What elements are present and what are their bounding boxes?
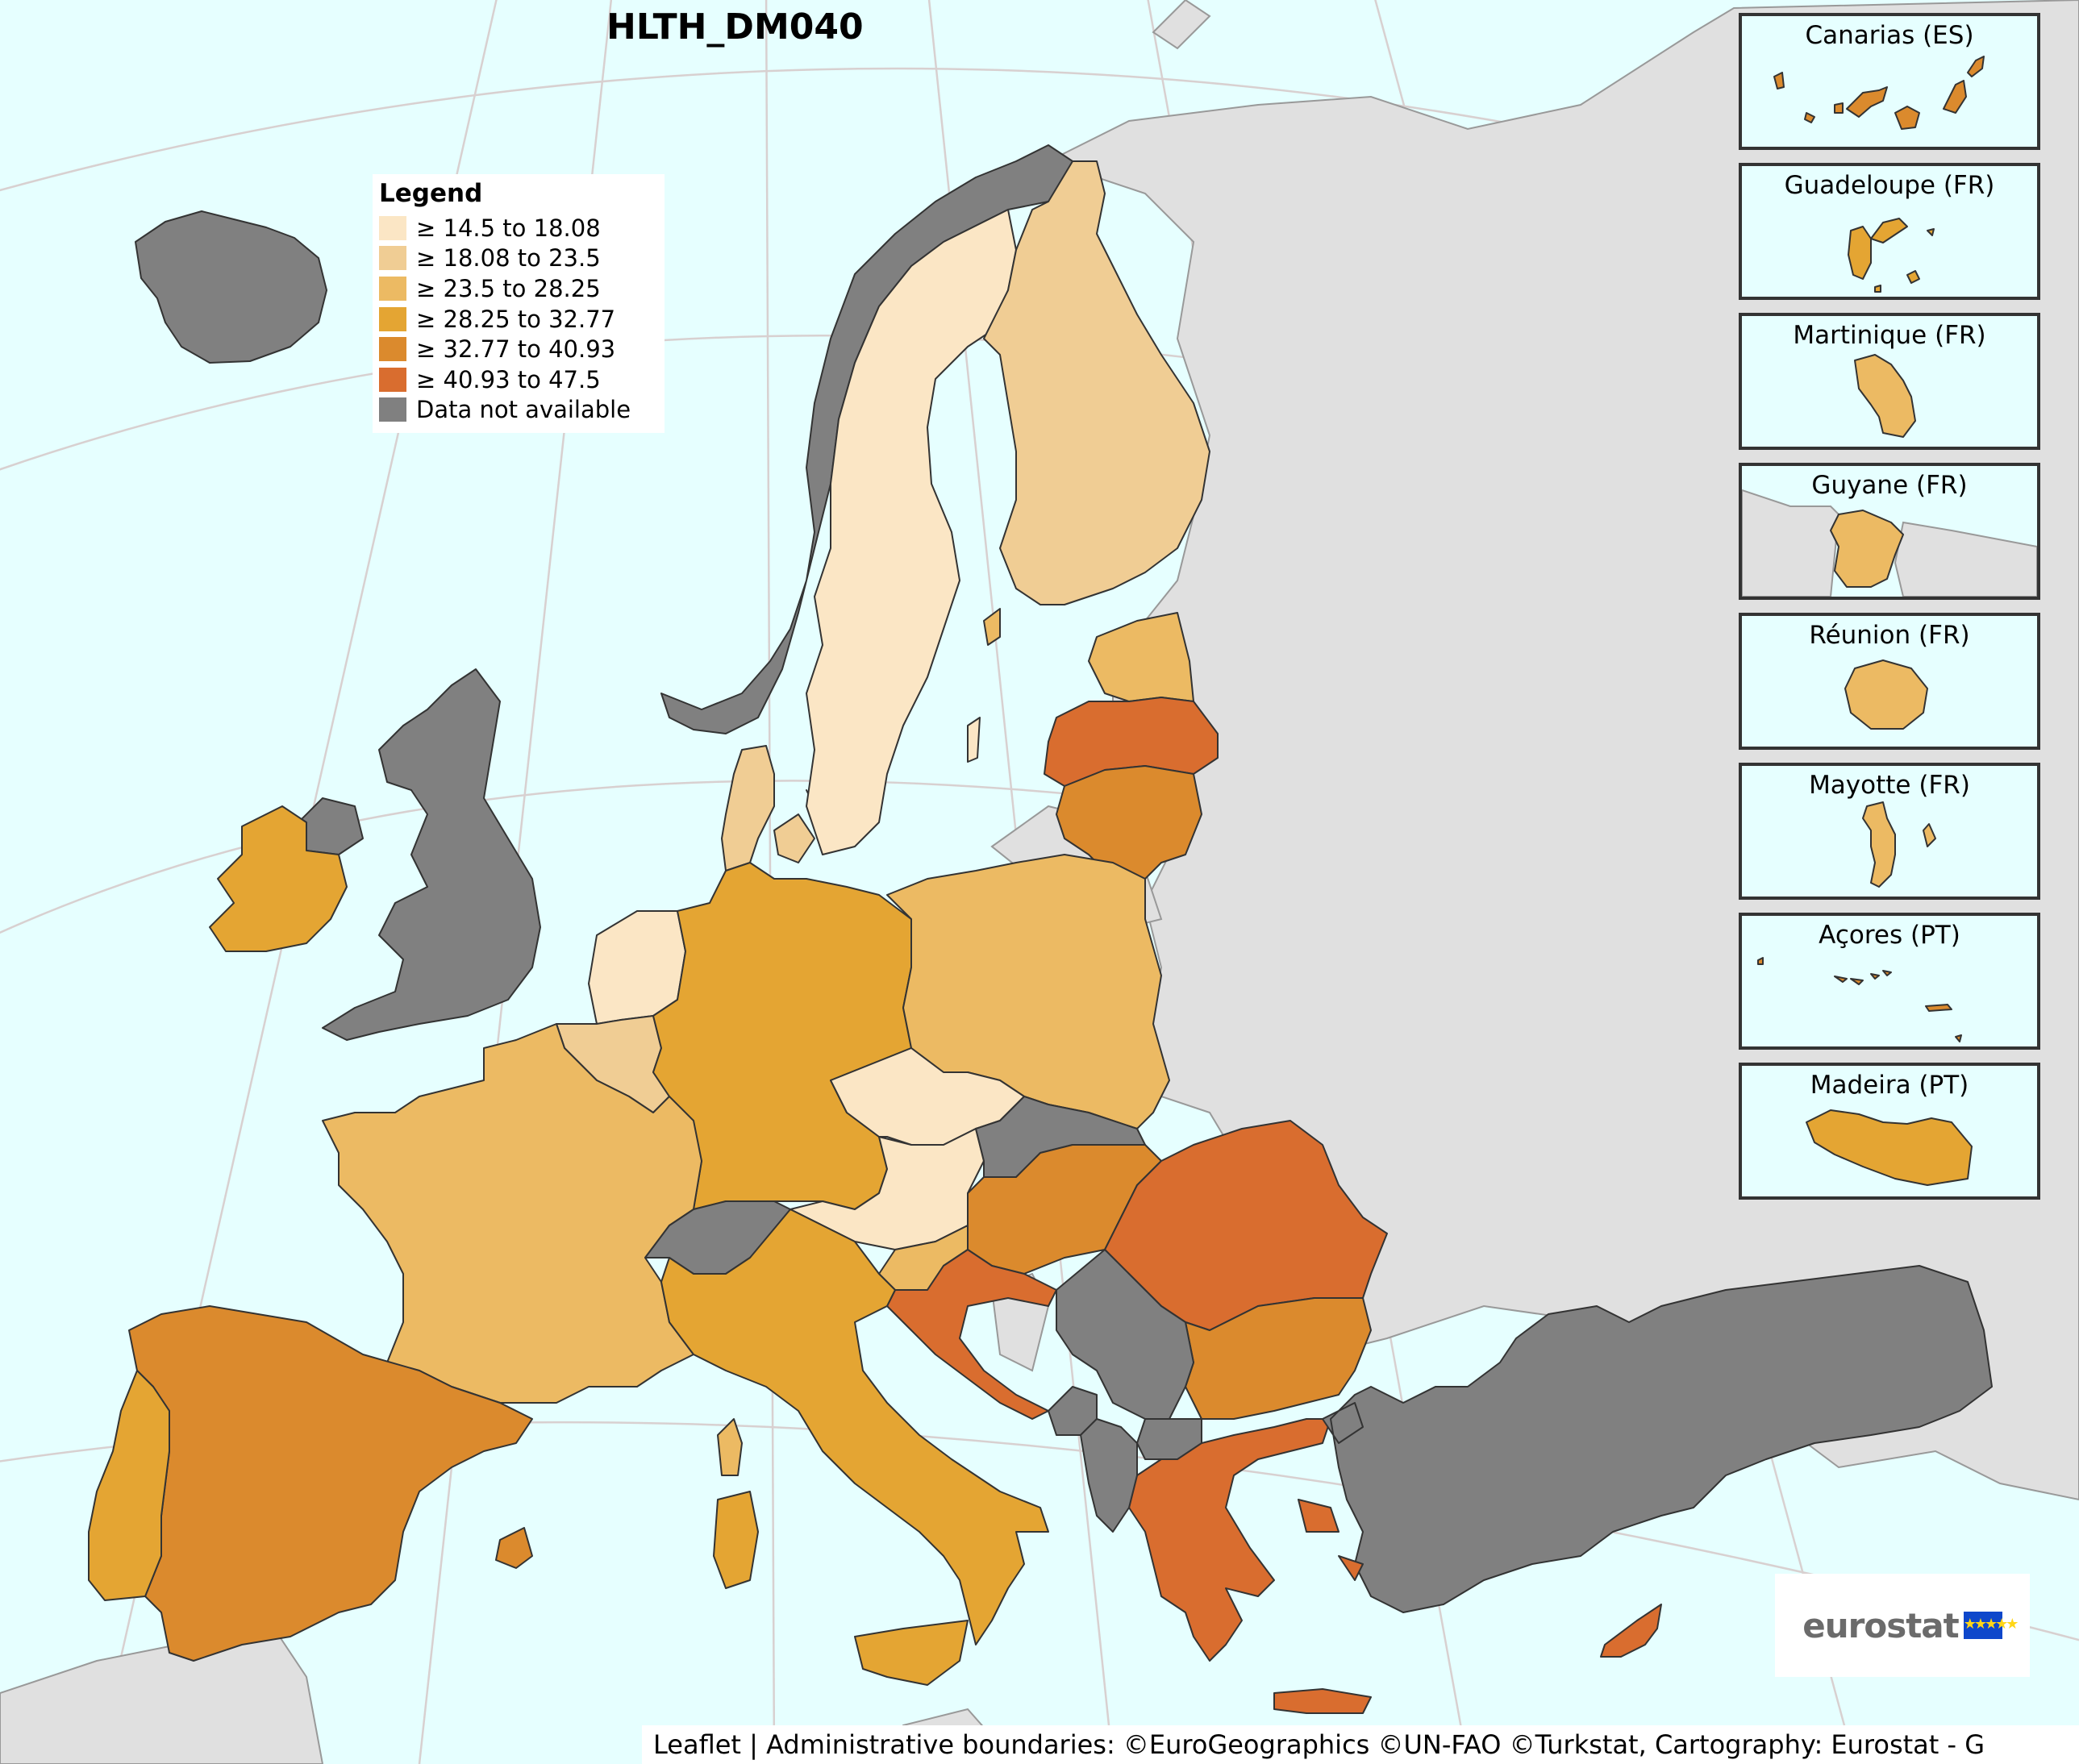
inset-mayotte[interactable]: Mayotte (FR)	[1739, 763, 2040, 900]
region-croatia	[886, 1249, 1057, 1420]
legend-label: ≥ 32.77 to 40.93	[416, 335, 616, 364]
region-albania	[1080, 1418, 1138, 1533]
legend-label: ≥ 28.25 to 32.77	[416, 305, 616, 333]
inset-acores[interactable]: Açores (PT)	[1739, 913, 2040, 1050]
region-cyprus	[1600, 1604, 1662, 1658]
inset-reunion[interactable]: Réunion (FR)	[1739, 613, 2040, 750]
region-latvia	[1044, 697, 1219, 787]
legend-swatch	[379, 337, 406, 362]
legend-label: ≥ 18.08 to 23.5	[416, 244, 601, 273]
legend-item: ≥ 40.93 to 47.5	[379, 364, 658, 395]
inset-madeira[interactable]: Madeira (PT)	[1739, 1063, 2040, 1200]
legend-item: ≥ 23.5 to 28.25	[379, 273, 658, 304]
inset-label: Açores (PT)	[1819, 921, 1960, 950]
inset-label: Canarias (ES)	[1805, 21, 1974, 50]
region-north-macedonia	[1136, 1418, 1202, 1460]
inset-map	[1742, 489, 2037, 597]
legend-label: ≥ 14.5 to 18.08	[416, 214, 601, 242]
inset-map	[1806, 1109, 1973, 1186]
legend-label: ≥ 23.5 to 28.25	[416, 274, 601, 302]
region-united-kingdom	[322, 668, 541, 1041]
inset-map	[1757, 957, 1962, 1042]
legend-title: Legend	[379, 179, 483, 208]
legend-label: ≥ 40.93 to 47.5	[416, 365, 601, 393]
inset-label: Madeira (PT)	[1810, 1071, 1969, 1100]
region-greece	[1128, 1418, 1372, 1714]
legend-item: ≥ 18.08 to 23.5	[379, 243, 658, 274]
inset-label: Guadeloupe (FR)	[1784, 171, 1995, 200]
country-regions[interactable]	[88, 144, 1993, 1714]
legend: Legend ≥ 14.5 to 18.08 ≥ 18.08 to 23.5 ≥…	[373, 174, 665, 434]
region-ireland	[209, 805, 348, 952]
islands	[967, 608, 1364, 1581]
eu-flag-icon: ★★★★★	[1963, 1612, 2019, 1639]
region-serbia	[1056, 1249, 1194, 1420]
inset-guyane[interactable]: Guyane (FR)	[1739, 463, 2040, 600]
legend-swatch	[379, 397, 406, 422]
inset-label: Guyane (FR)	[1811, 471, 1968, 500]
legend-item: Data not available	[379, 395, 658, 426]
inset-guadeloupe[interactable]: Guadeloupe (FR)	[1739, 163, 2040, 300]
inset-label: Mayotte (FR)	[1809, 771, 1970, 800]
region-turkey	[1322, 1265, 1993, 1613]
legend-swatch	[379, 215, 406, 240]
legend-item: ≥ 14.5 to 18.08	[379, 213, 658, 243]
legend-swatch	[379, 246, 406, 271]
legend-swatch	[379, 367, 406, 392]
inset-canarias[interactable]: Canarias (ES)	[1739, 13, 2040, 150]
inset-label: Réunion (FR)	[1809, 621, 1970, 650]
region-denmark	[721, 745, 815, 872]
inset-map	[1848, 218, 1935, 293]
logo-text: eurostat	[1802, 1605, 1959, 1645]
region-italy	[660, 1209, 1049, 1686]
legend-swatch	[379, 276, 406, 301]
region-poland	[886, 854, 1170, 1130]
legend-item: ≥ 28.25 to 32.77	[379, 304, 658, 335]
legend-item: ≥ 32.77 to 40.93	[379, 334, 658, 364]
region-spain	[128, 1305, 533, 1662]
region-iceland	[135, 210, 327, 364]
inset-label: Martinique (FR)	[1793, 321, 1986, 350]
region-lithuania	[1056, 765, 1202, 880]
eurostat-logo: eurostat ★★★★★	[1775, 1574, 2030, 1677]
inset-map	[1773, 56, 1985, 130]
inset-map	[1862, 801, 1936, 888]
region-bulgaria	[1185, 1297, 1372, 1420]
inset-map	[1854, 354, 1916, 438]
legend-label: Data not available	[416, 396, 631, 424]
inset-map	[1844, 659, 1928, 730]
region-portugal	[88, 1370, 170, 1601]
region-finland	[983, 160, 1210, 605]
map-title: HLTH_DM040	[606, 6, 864, 48]
legend-swatch	[379, 306, 406, 331]
attribution-bar: Leaflet | Administrative boundaries: ©Eu…	[642, 1725, 2079, 1764]
inset-martinique[interactable]: Martinique (FR)	[1739, 313, 2040, 450]
